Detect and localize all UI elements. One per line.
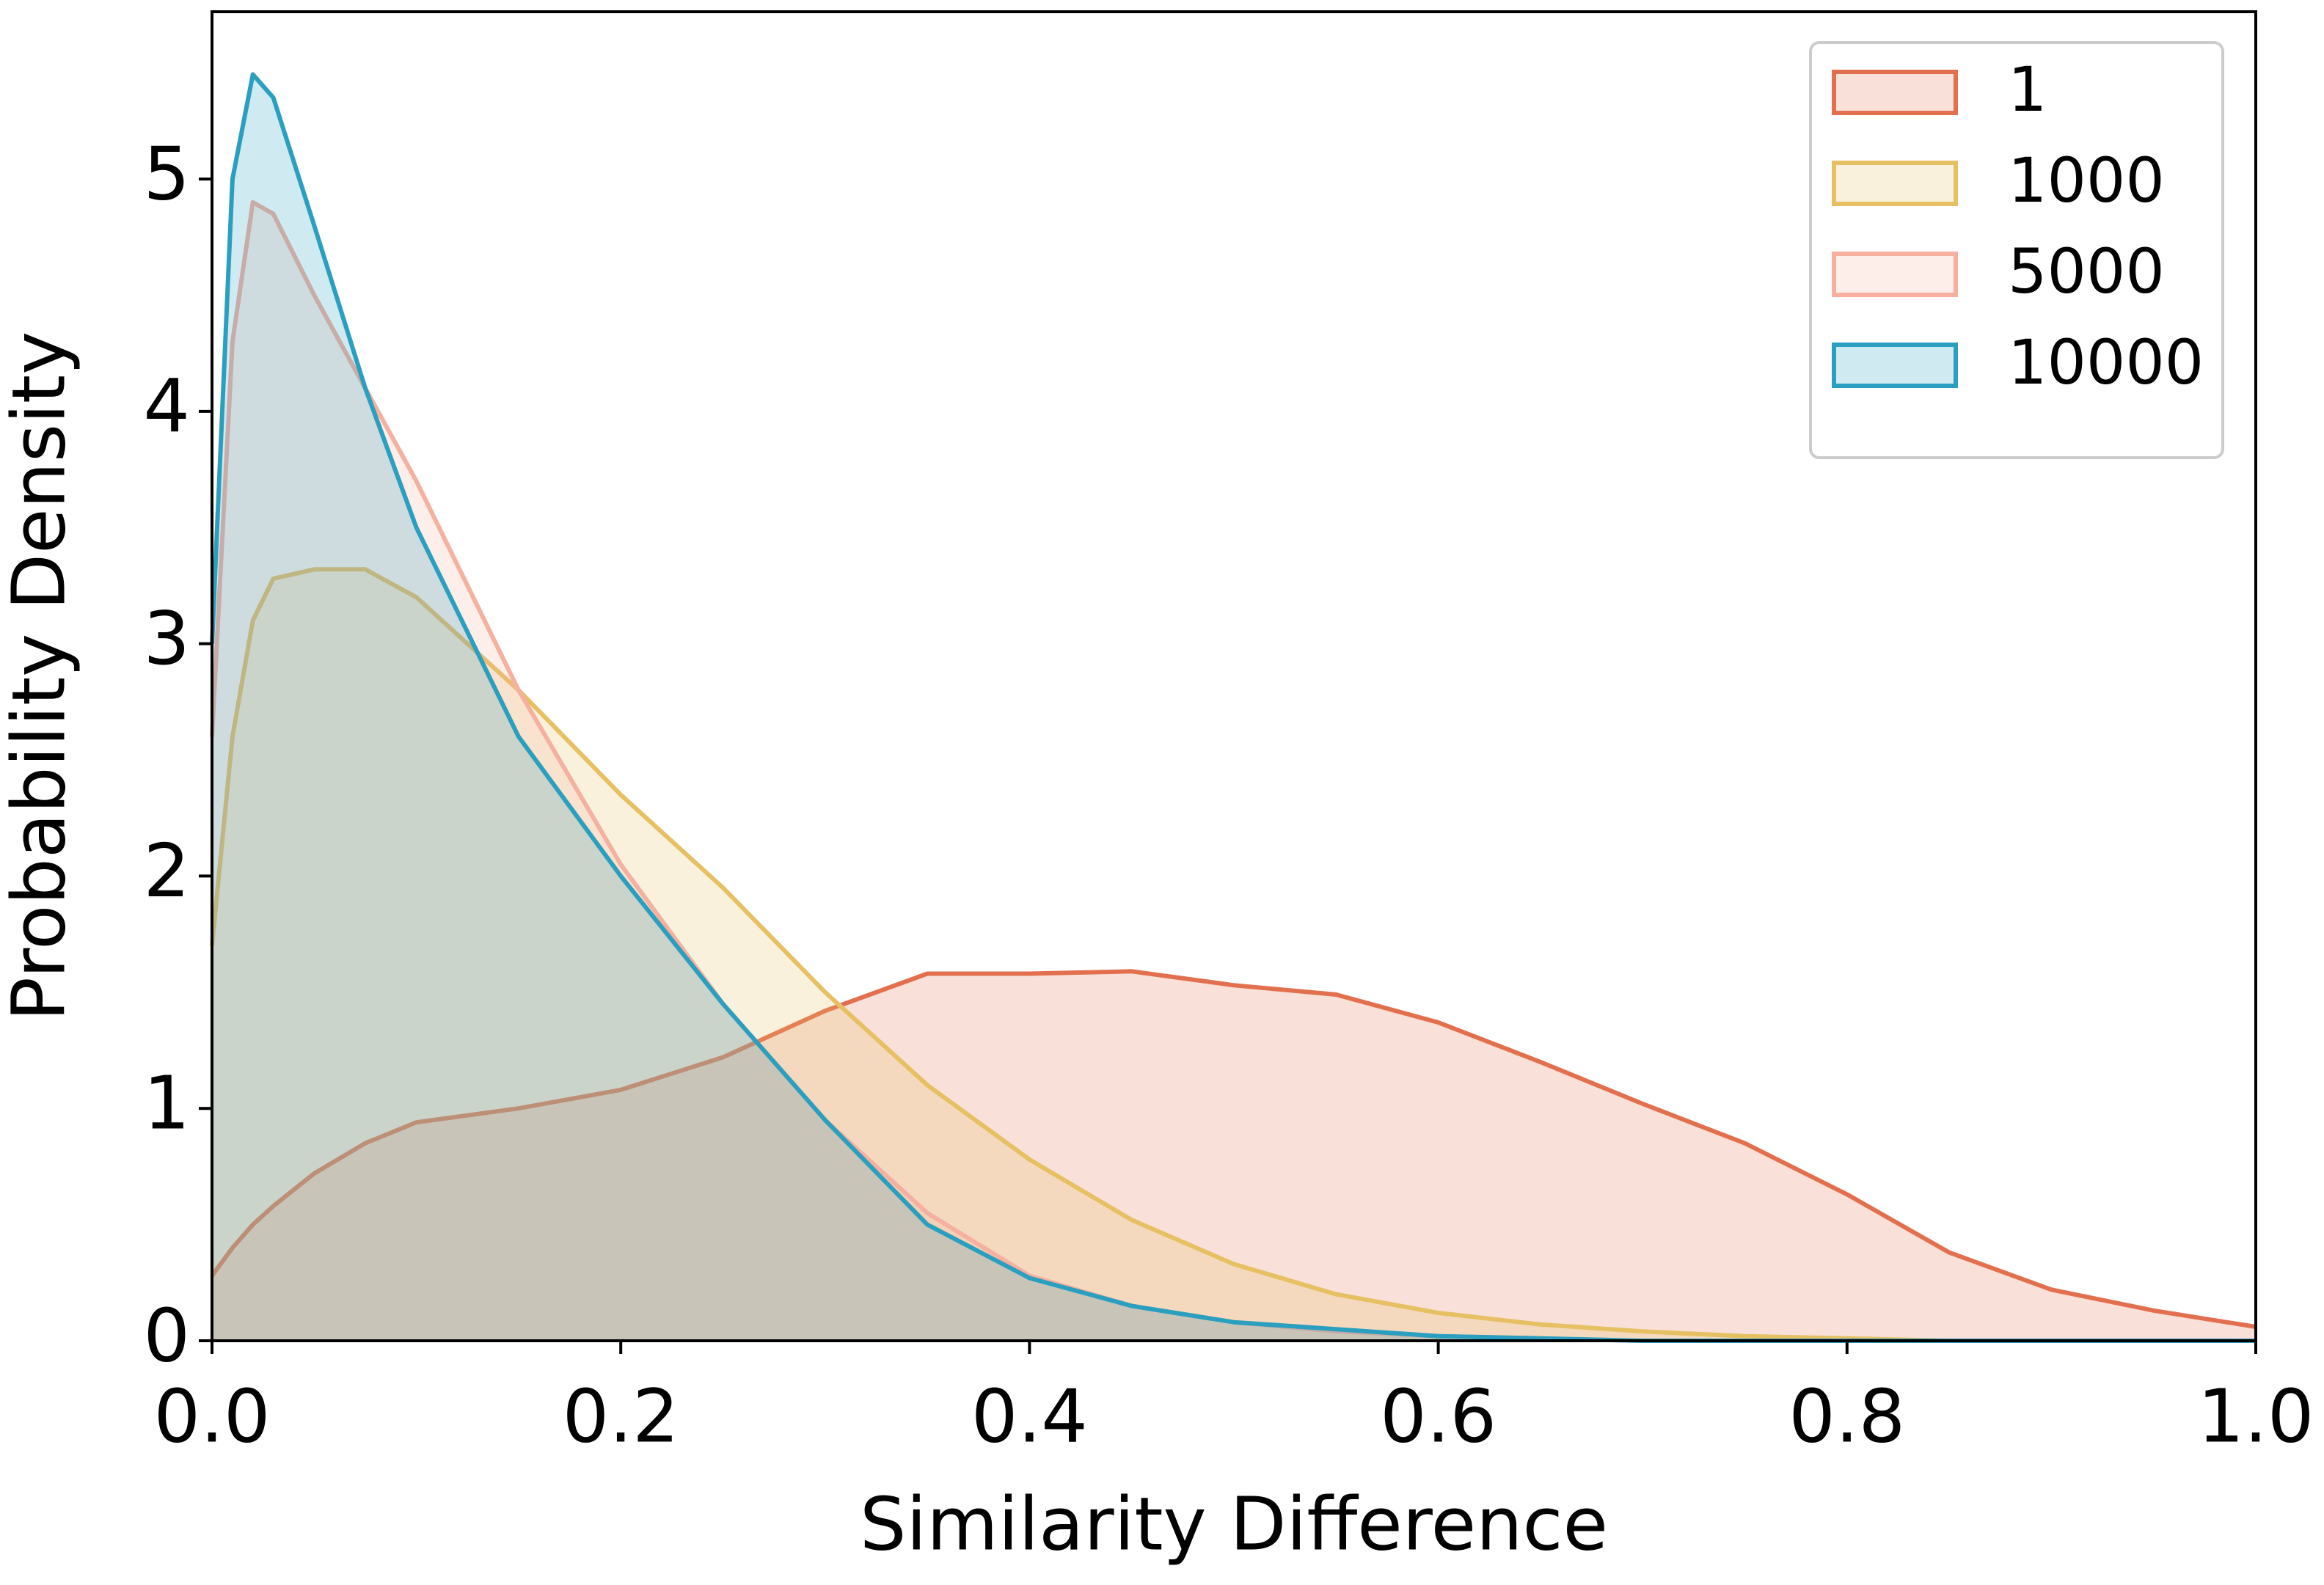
x-axis-label: Similarity Difference [860, 1481, 1608, 1567]
legend-label: 10000 [2008, 326, 2204, 398]
x-tick-label: 0.8 [1788, 1373, 1905, 1459]
legend-label: 1000 [2008, 144, 2165, 216]
area-fill [212, 74, 2256, 1341]
x-tick-label: 0.0 [153, 1373, 270, 1459]
x-tick-label: 0.4 [971, 1373, 1088, 1459]
legend-box [1809, 41, 2224, 459]
legend-swatch [1832, 252, 1958, 297]
legend-swatch [1832, 343, 1958, 388]
y-tick-label: 1 [143, 1061, 190, 1146]
legend-label: 1 [2008, 54, 2047, 125]
area-fill [212, 569, 2256, 1341]
area-fill [212, 202, 2256, 1341]
legend-swatch [1832, 70, 1958, 115]
density-line [210, 567, 2256, 1343]
y-axis-label: Probability Density [0, 332, 81, 1022]
plot-frame [211, 10, 2257, 1342]
y-tick-label: 2 [143, 828, 190, 914]
x-tick-label: 0.6 [1380, 1373, 1497, 1459]
y-tick-label: 0 [143, 1292, 190, 1378]
area-fill [212, 971, 2256, 1341]
y-tick-label: 3 [143, 596, 190, 681]
density-line [210, 969, 2257, 1329]
legend-label: 5000 [2008, 235, 2165, 307]
y-tick-label: 4 [143, 363, 190, 449]
x-tick-label: 1.0 [2197, 1373, 2314, 1459]
x-tick-label: 0.2 [563, 1373, 679, 1459]
y-tick-label: 5 [143, 131, 190, 216]
legend-swatch [1832, 161, 1958, 206]
